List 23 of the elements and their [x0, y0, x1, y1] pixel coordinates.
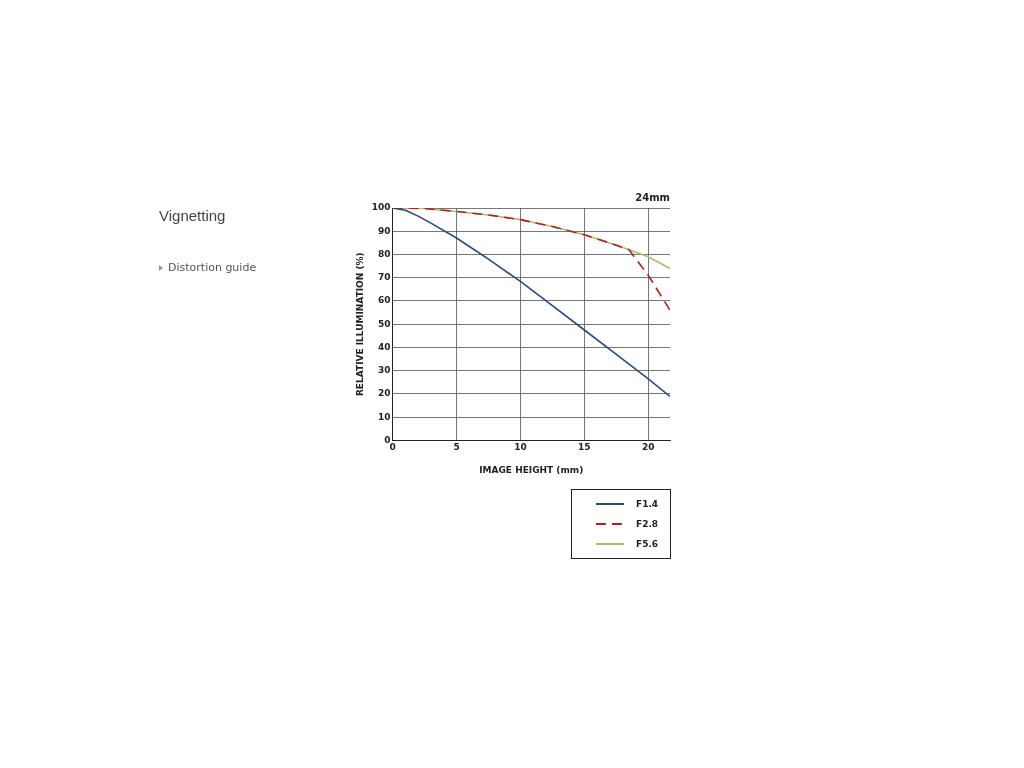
x-tick-label: 20 — [642, 442, 655, 453]
y-tick-label: 60 — [378, 295, 391, 306]
x-tick-label: 10 — [514, 442, 527, 453]
y-tick-label: 90 — [378, 225, 391, 236]
y-tick-label: 30 — [378, 365, 391, 376]
legend-label: F2.8 — [636, 519, 659, 529]
x-tick-label: 15 — [578, 442, 591, 453]
y-tick-label: 80 — [378, 248, 391, 259]
legend-label: F5.6 — [636, 539, 659, 549]
legend-label: F1.4 — [636, 499, 659, 509]
x-tick-label: 5 — [453, 442, 460, 453]
y-tick-label: 50 — [378, 318, 391, 329]
chart-subtitle: 24mm — [634, 192, 670, 203]
y-tick-label: 20 — [378, 388, 391, 399]
y-tick-label: 40 — [378, 341, 391, 352]
y-tick-label: 100 — [371, 202, 391, 213]
y-tick-label: 70 — [378, 272, 391, 283]
y-axis-title: RELATIVE ILLUMINATION (%) — [354, 252, 365, 397]
y-tick-label: 10 — [378, 411, 391, 422]
y-tick-label: 0 — [384, 434, 391, 445]
x-axis-title: IMAGE HEIGHT (mm) — [479, 464, 584, 475]
text: Vignetting — [159, 207, 226, 224]
text: Distortion guide — [168, 261, 257, 274]
